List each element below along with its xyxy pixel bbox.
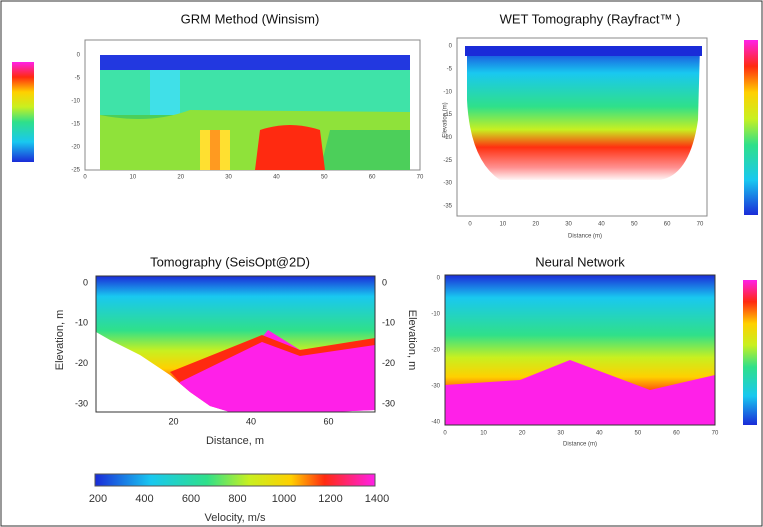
y-tick-label: -30	[443, 181, 452, 187]
x-tick-label: 40	[246, 416, 256, 426]
y-tick-label: -10	[75, 318, 88, 328]
x-axis-label: Distance (m)	[568, 234, 602, 240]
colorbar-tick-label: 400	[135, 493, 153, 505]
x-tick-label: 30	[557, 431, 564, 437]
colorbar-tick-label: 1000	[272, 493, 296, 505]
colorbar-label: Velocity, m/s	[205, 512, 266, 524]
panel-title: Tomography (SeisOpt@2D)	[150, 254, 310, 269]
y-tick-label: -40	[431, 420, 440, 426]
y-tick-label: -10	[443, 89, 452, 95]
y-axis-label: Elevation, m	[54, 310, 66, 371]
y-tick-label: 0	[77, 53, 81, 59]
y-tick-label: -30	[431, 384, 440, 390]
colorbar	[94, 473, 376, 487]
colorbar-tick-label: 800	[228, 493, 246, 505]
x-tick-label: 50	[321, 175, 328, 181]
colorbar-tick-label: 1200	[318, 493, 342, 505]
y-tick-label: -20	[431, 348, 440, 354]
y2-tick-label: -30	[382, 398, 395, 408]
y-tick-label: 0	[449, 44, 453, 50]
panel-title: WET Tomography (Rayfract™ )	[500, 11, 681, 26]
x-tick-label: 20	[532, 222, 539, 228]
x-tick-label: 70	[712, 431, 719, 437]
y-tick-label: -15	[71, 122, 80, 128]
x-tick-label: 60	[369, 175, 376, 181]
x-tick-label: 10	[480, 431, 487, 437]
x-tick-label: 10	[130, 175, 137, 181]
x-tick-label: 20	[519, 431, 526, 437]
colorbar-tick-label: 200	[89, 493, 107, 505]
y-tick-label: -25	[443, 158, 452, 164]
y2-tick-label: -20	[382, 358, 395, 368]
y2-tick-label: 0	[382, 277, 387, 287]
x-tick-label: 40	[596, 431, 603, 437]
x-axis-label: Distance (m)	[563, 442, 597, 448]
nn-plot	[444, 274, 757, 426]
y-tick-label: -10	[71, 99, 80, 105]
x-tick-label: 70	[417, 175, 424, 181]
y-tick-label: -35	[443, 204, 452, 210]
panel-title: Neural Network	[535, 254, 625, 269]
y-tick-label: -5	[447, 66, 453, 72]
x-tick-label: 70	[697, 222, 704, 228]
x-tick-label: 20	[177, 175, 184, 181]
x-tick-label: 60	[323, 416, 333, 426]
x-tick-label: 10	[500, 222, 507, 228]
y-tick-label: -20	[75, 358, 88, 368]
x-tick-label: 40	[273, 175, 280, 181]
x-tick-label: 40	[598, 222, 605, 228]
panel-title: GRM Method (Winsism)	[181, 11, 320, 26]
x-axis-label: Distance, m	[206, 435, 264, 447]
y-tick-label: 0	[437, 276, 441, 282]
x-tick-label: 20	[168, 416, 178, 426]
y-tick-label: -30	[75, 398, 88, 408]
colorbar-tick-label: 600	[182, 493, 200, 505]
x-tick-label: 30	[565, 222, 572, 228]
x-tick-label: 50	[635, 431, 642, 437]
y-tick-label: -20	[443, 135, 452, 141]
y-tick-label: -25	[71, 168, 80, 174]
x-tick-label: 60	[664, 222, 671, 228]
x-tick-label: 60	[673, 431, 680, 437]
x-tick-label: 0	[83, 175, 87, 181]
y-tick-label: -20	[71, 145, 80, 151]
colorbar-tick-label: 1400	[365, 493, 389, 505]
x-tick-label: 0	[468, 222, 472, 228]
x-tick-label: 30	[225, 175, 232, 181]
y-tick-label: 0	[83, 277, 88, 287]
y-tick-label: -5	[75, 76, 81, 82]
x-tick-label: 0	[443, 431, 447, 437]
x-tick-label: 50	[631, 222, 638, 228]
y-tick-label: -10	[431, 312, 440, 318]
y2-axis-label: Elevation, m	[406, 310, 418, 371]
y-axis-label: Elevation (m)	[443, 102, 449, 137]
grm-plot	[12, 39, 421, 171]
y-tick-label: -15	[443, 112, 452, 118]
y2-tick-label: -10	[382, 318, 395, 328]
wet-plot	[456, 37, 758, 217]
